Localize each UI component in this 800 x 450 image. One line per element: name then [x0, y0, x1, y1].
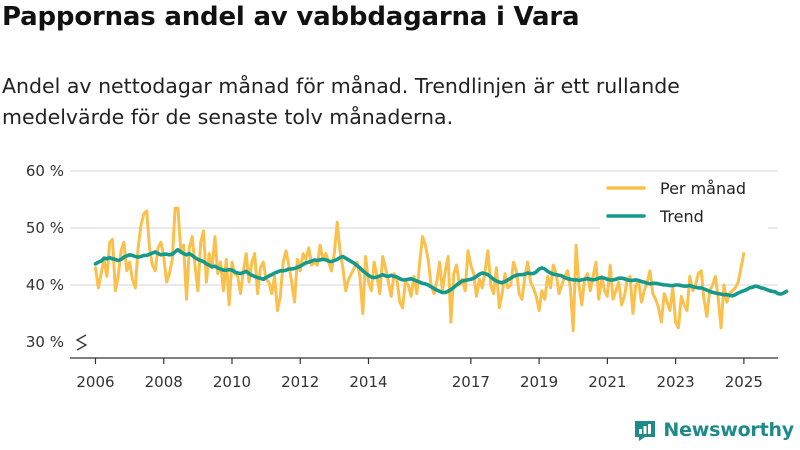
- chart-title: Pappornas andel av vabbdagarna i Vara: [2, 2, 580, 32]
- x-tick-label: 2019: [520, 373, 558, 391]
- x-tick-label: 2014: [349, 373, 387, 391]
- legend-background: [600, 176, 768, 232]
- x-tick-label: 2025: [725, 373, 763, 391]
- x-tick-label: 2006: [76, 373, 114, 391]
- x-axis: 2006 2008 2010 2012 2014 2017 2019 2021 2023 2025: [70, 357, 778, 391]
- x-tick-label: 2017: [452, 373, 490, 391]
- x-tick-label: 2008: [145, 373, 183, 391]
- legend: Per månad Trend: [600, 176, 768, 232]
- bar-chart-logo-icon: [635, 421, 656, 441]
- legend-label-monthly: Per månad: [660, 179, 746, 198]
- x-tick-label: 2021: [588, 373, 626, 391]
- y-tick-label: 60 %: [26, 162, 64, 180]
- x-tick-label: 2012: [281, 373, 319, 391]
- legend-label-trend: Trend: [659, 207, 704, 226]
- data-series: [93, 206, 789, 333]
- chart-subtitle: Andel av nettodagar månad för månad. Tre…: [2, 74, 680, 129]
- x-tick-label: 2010: [213, 373, 251, 391]
- x-tick-label: 2023: [657, 373, 695, 391]
- y-tick-label: 50 %: [26, 219, 64, 237]
- y-axis-labels: 30 % 40 % 50 % 60 %: [26, 162, 88, 351]
- brand-logo: Newsworthy: [633, 418, 794, 442]
- axis-break-icon: [75, 334, 88, 351]
- brand-name: Newsworthy: [663, 419, 794, 441]
- y-tick-label: 30 %: [26, 333, 64, 351]
- y-tick-label: 40 %: [26, 276, 64, 294]
- series-line-monthly: [94, 206, 746, 333]
- series-line-trend: [93, 247, 789, 298]
